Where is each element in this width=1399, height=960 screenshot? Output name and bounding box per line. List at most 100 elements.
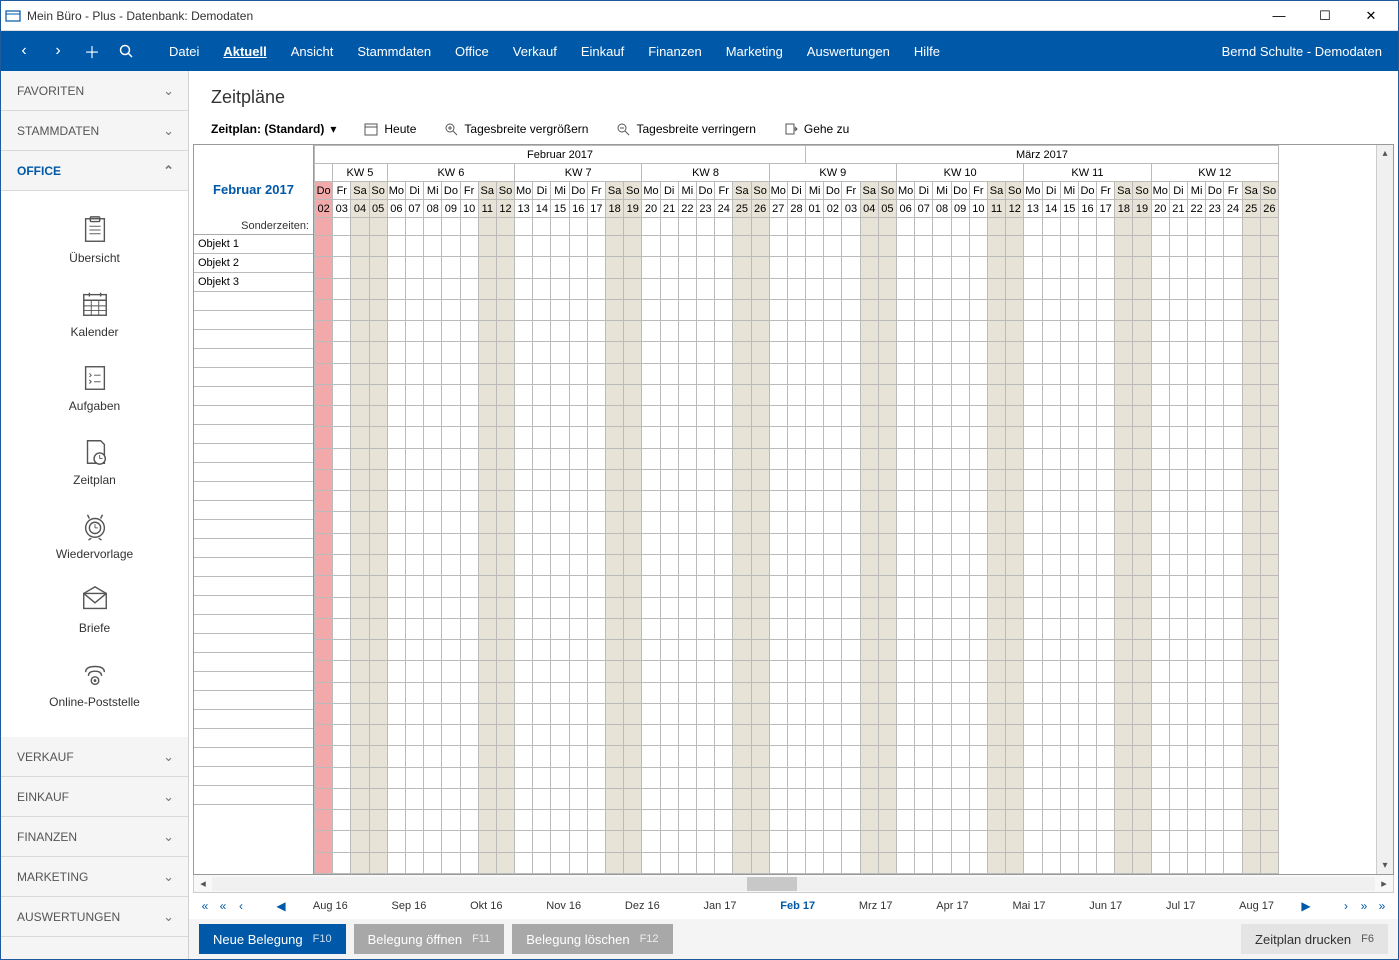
grid-cell[interactable] xyxy=(642,363,660,384)
grid-cell[interactable] xyxy=(806,257,824,278)
grid-cell[interactable] xyxy=(533,278,551,299)
grid-cell[interactable] xyxy=(1188,406,1206,427)
grid-cell[interactable] xyxy=(1078,469,1096,490)
grid-cell[interactable] xyxy=(405,661,423,682)
grid-cell[interactable] xyxy=(1224,597,1242,618)
grid-cell[interactable] xyxy=(824,661,842,682)
grid-cell[interactable] xyxy=(1060,725,1078,746)
grid-cell[interactable] xyxy=(1115,810,1133,831)
grid-cell[interactable] xyxy=(824,533,842,554)
grid-cell[interactable] xyxy=(478,448,496,469)
grid-cell[interactable] xyxy=(442,448,460,469)
grid-cell[interactable] xyxy=(878,257,896,278)
grid-cell[interactable] xyxy=(951,682,969,703)
grid-cell[interactable] xyxy=(1188,640,1206,661)
grid-cell[interactable] xyxy=(405,682,423,703)
grid-cell[interactable] xyxy=(678,852,696,873)
grid-cell[interactable] xyxy=(315,767,333,788)
timeline-first[interactable]: « xyxy=(197,896,213,916)
grid-cell[interactable] xyxy=(1115,576,1133,597)
close-button[interactable]: ✕ xyxy=(1348,2,1394,30)
grid-cell[interactable] xyxy=(405,257,423,278)
grid-cell[interactable] xyxy=(587,299,605,320)
grid-cell[interactable] xyxy=(660,767,678,788)
grid-cell[interactable] xyxy=(315,554,333,575)
grid-cell[interactable] xyxy=(496,321,514,342)
grid-cell[interactable] xyxy=(1206,448,1224,469)
grid-cell[interactable] xyxy=(951,852,969,873)
grid-cell[interactable] xyxy=(515,342,533,363)
grid-cell[interactable] xyxy=(715,661,733,682)
grid-cell[interactable] xyxy=(787,703,805,724)
grid-cell[interactable] xyxy=(515,682,533,703)
grid-cell[interactable] xyxy=(1078,767,1096,788)
grid-cell[interactable] xyxy=(1006,554,1024,575)
grid-cell[interactable] xyxy=(624,236,642,257)
grid-cell[interactable] xyxy=(569,427,587,448)
grid-cell[interactable] xyxy=(478,491,496,512)
grid-cell[interactable] xyxy=(1097,810,1115,831)
grid-cell[interactable] xyxy=(551,618,569,639)
grid-cell[interactable] xyxy=(842,469,860,490)
grid-cell[interactable] xyxy=(733,257,751,278)
grid-cell[interactable] xyxy=(387,448,405,469)
grid-cell[interactable] xyxy=(715,512,733,533)
grid-cell[interactable] xyxy=(806,661,824,682)
grid-cell[interactable] xyxy=(751,427,769,448)
grid-cell[interactable] xyxy=(806,618,824,639)
grid-cell[interactable] xyxy=(424,342,442,363)
grid-cell[interactable] xyxy=(1024,597,1042,618)
grid-cell[interactable] xyxy=(897,810,915,831)
grid-cell[interactable] xyxy=(1078,448,1096,469)
grid-cell[interactable] xyxy=(696,597,714,618)
grid-cell[interactable] xyxy=(587,576,605,597)
grid-cell[interactable] xyxy=(1024,321,1042,342)
grid-cell[interactable] xyxy=(1115,278,1133,299)
grid-cell[interactable] xyxy=(515,469,533,490)
grid-cell[interactable] xyxy=(696,427,714,448)
grid-cell[interactable] xyxy=(1242,406,1260,427)
grid-cell[interactable] xyxy=(715,278,733,299)
grid-cell[interactable] xyxy=(951,533,969,554)
grid-cell[interactable] xyxy=(933,236,951,257)
grid-cell[interactable] xyxy=(897,618,915,639)
grid-cell[interactable] xyxy=(678,682,696,703)
grid-cell[interactable] xyxy=(478,427,496,448)
grid-cell[interactable] xyxy=(1133,278,1151,299)
grid-cell[interactable] xyxy=(987,831,1005,852)
grid-cell[interactable] xyxy=(878,746,896,767)
grid-cell[interactable] xyxy=(606,852,624,873)
timeline-step-back[interactable]: ◀ xyxy=(273,896,289,916)
grid-cell[interactable] xyxy=(660,299,678,320)
grid-cell[interactable] xyxy=(1006,746,1024,767)
grid-cell[interactable] xyxy=(806,788,824,809)
grid-cell[interactable] xyxy=(1042,725,1060,746)
grid-cell[interactable] xyxy=(606,299,624,320)
grid-cell[interactable] xyxy=(551,725,569,746)
grid-cell[interactable] xyxy=(369,427,387,448)
grid-cell[interactable] xyxy=(460,363,478,384)
grid-cell[interactable] xyxy=(751,788,769,809)
grid-cell[interactable] xyxy=(587,342,605,363)
grid-cell[interactable] xyxy=(624,363,642,384)
grid-cell[interactable] xyxy=(515,427,533,448)
grid-cell[interactable] xyxy=(1188,448,1206,469)
grid-cell[interactable] xyxy=(1169,618,1187,639)
grid-cell[interactable] xyxy=(1060,469,1078,490)
grid-cell[interactable] xyxy=(842,852,860,873)
grid-cell[interactable] xyxy=(1078,640,1096,661)
grid-cell[interactable] xyxy=(1115,299,1133,320)
grid-cell[interactable] xyxy=(533,661,551,682)
grid-cell[interactable] xyxy=(569,746,587,767)
grid-cell[interactable] xyxy=(369,661,387,682)
grid-cell[interactable] xyxy=(860,363,878,384)
grid-cell[interactable] xyxy=(587,236,605,257)
grid-cell[interactable] xyxy=(1024,554,1042,575)
grid-cell[interactable] xyxy=(1242,512,1260,533)
grid-cell[interactable] xyxy=(769,384,787,405)
grid-cell[interactable] xyxy=(1224,491,1242,512)
grid-cell[interactable] xyxy=(1060,703,1078,724)
grid-cell[interactable] xyxy=(551,236,569,257)
grid-cell[interactable] xyxy=(1188,321,1206,342)
grid-cell[interactable] xyxy=(606,597,624,618)
